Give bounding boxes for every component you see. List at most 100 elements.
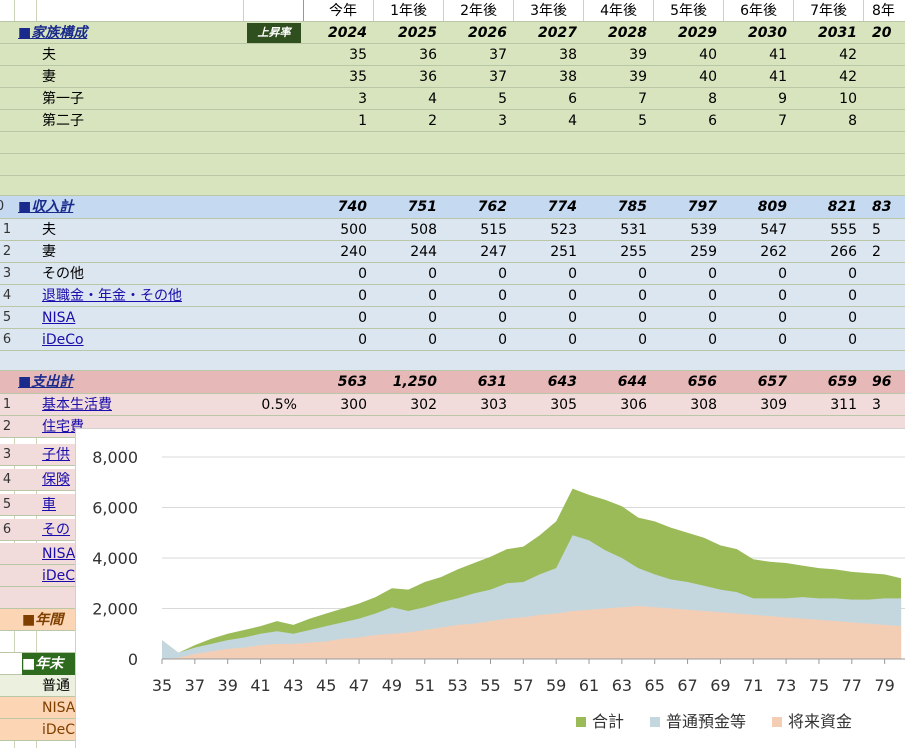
value-cell[interactable]: 0: [638, 266, 647, 282]
value-cell[interactable]: 0: [358, 288, 367, 304]
value-cell[interactable]: 0: [498, 288, 507, 304]
value-cell[interactable]: 41: [769, 47, 787, 63]
value-cell[interactable]: 302: [410, 397, 437, 413]
value-cell[interactable]: 3: [358, 91, 367, 107]
value-cell[interactable]: 555: [830, 222, 857, 238]
value-cell[interactable]: 311: [830, 397, 857, 413]
value-cell[interactable]: 0: [708, 288, 717, 304]
value-cell[interactable]: 0: [778, 288, 787, 304]
value-cell[interactable]: 38: [559, 47, 577, 63]
value-cell[interactable]: 0: [568, 310, 577, 326]
value-cell[interactable]: 0: [848, 288, 857, 304]
expense-item-link[interactable]: 基本生活費: [42, 397, 112, 413]
asset-area-chart[interactable]: 8,000 6,000 4,000 2,000 0 35 37 39 41 43 45 47 49 51 5…: [75, 428, 905, 748]
value-cell[interactable]: 547: [760, 222, 787, 238]
income-item-link[interactable]: NISA: [42, 310, 76, 326]
value-cell[interactable]: 42: [839, 69, 857, 85]
value-cell[interactable]: 0: [428, 266, 437, 282]
value-cell[interactable]: 3: [498, 113, 507, 129]
value-cell[interactable]: 0: [638, 332, 647, 348]
value-cell[interactable]: 0: [638, 310, 647, 326]
value-cell[interactable]: 0: [638, 288, 647, 304]
value-cell[interactable]: 500: [340, 222, 367, 238]
value-cell[interactable]: 6: [708, 113, 717, 129]
value-cell[interactable]: 240: [340, 244, 367, 260]
value-cell[interactable]: 259: [690, 244, 717, 260]
value-cell[interactable]: 0: [428, 332, 437, 348]
expense-item-link[interactable]: 子供: [42, 447, 70, 463]
expense-item-link[interactable]: 住宅費: [42, 419, 84, 435]
value-cell[interactable]: 0: [708, 310, 717, 326]
value-cell[interactable]: 2: [428, 113, 437, 129]
value-cell[interactable]: 35: [349, 69, 367, 85]
value-cell[interactable]: 8: [708, 91, 717, 107]
value-cell[interactable]: 8: [848, 113, 857, 129]
value-cell[interactable]: 2: [872, 244, 881, 260]
value-cell[interactable]: 247: [480, 244, 507, 260]
value-cell[interactable]: 4: [428, 91, 437, 107]
value-cell[interactable]: 0: [568, 332, 577, 348]
value-cell[interactable]: 523: [550, 222, 577, 238]
value-cell[interactable]: 0: [428, 288, 437, 304]
value-cell[interactable]: 7: [638, 91, 647, 107]
value-cell[interactable]: 39: [629, 69, 647, 85]
value-cell[interactable]: 308: [690, 397, 717, 413]
value-cell[interactable]: 255: [620, 244, 647, 260]
value-cell[interactable]: 7: [778, 113, 787, 129]
value-cell[interactable]: 37: [489, 69, 507, 85]
income-item-link[interactable]: iDeCo: [42, 332, 84, 348]
value-cell[interactable]: 10: [839, 91, 857, 107]
value-cell[interactable]: 0: [778, 266, 787, 282]
value-cell[interactable]: 305: [550, 397, 577, 413]
value-cell[interactable]: 0: [568, 266, 577, 282]
value-cell[interactable]: 244: [410, 244, 437, 260]
value-cell[interactable]: 251: [550, 244, 577, 260]
value-cell[interactable]: 5: [872, 222, 881, 238]
value-cell[interactable]: 0: [498, 310, 507, 326]
value-cell[interactable]: 0: [778, 332, 787, 348]
value-cell[interactable]: 1: [358, 113, 367, 129]
value-cell[interactable]: 539: [690, 222, 717, 238]
value-cell[interactable]: 40: [699, 69, 717, 85]
expense-item-link[interactable]: 車: [42, 497, 56, 513]
value-cell[interactable]: 0: [778, 310, 787, 326]
value-cell[interactable]: 306: [620, 397, 647, 413]
value-cell[interactable]: 37: [489, 47, 507, 63]
value-cell[interactable]: 0: [848, 310, 857, 326]
value-cell[interactable]: 36: [419, 47, 437, 63]
income-title[interactable]: ■収入計: [18, 199, 74, 215]
value-cell[interactable]: 5: [638, 113, 647, 129]
value-cell[interactable]: 0: [708, 266, 717, 282]
value-cell[interactable]: 4: [568, 113, 577, 129]
expense-item-link[interactable]: NISA: [42, 546, 76, 562]
value-cell[interactable]: 309: [760, 397, 787, 413]
value-cell[interactable]: 0: [358, 266, 367, 282]
value-cell[interactable]: 0: [498, 266, 507, 282]
value-cell[interactable]: 38: [559, 69, 577, 85]
value-cell[interactable]: 35: [349, 47, 367, 63]
value-cell[interactable]: 531: [620, 222, 647, 238]
income-item-link[interactable]: 退職金・年金・その他: [42, 288, 182, 304]
value-cell[interactable]: 36: [419, 69, 437, 85]
value-cell[interactable]: 0: [848, 332, 857, 348]
value-cell[interactable]: 0: [498, 332, 507, 348]
family-title[interactable]: ■家族構成: [18, 25, 88, 41]
value-cell[interactable]: 0: [428, 310, 437, 326]
expense-item-link[interactable]: その: [42, 522, 70, 538]
value-cell[interactable]: 0: [358, 310, 367, 326]
value-cell[interactable]: 41: [769, 69, 787, 85]
value-cell[interactable]: 508: [410, 222, 437, 238]
value-cell[interactable]: 266: [830, 244, 857, 260]
value-cell[interactable]: 0: [568, 288, 577, 304]
value-cell[interactable]: 5: [498, 91, 507, 107]
value-cell[interactable]: 0: [848, 266, 857, 282]
expense-item-link[interactable]: iDeC: [42, 568, 76, 584]
value-cell[interactable]: 9: [778, 91, 787, 107]
value-cell[interactable]: 40: [699, 47, 717, 63]
value-cell[interactable]: 303: [480, 397, 507, 413]
value-cell[interactable]: 300: [340, 397, 367, 413]
expense-title[interactable]: ■支出計: [18, 374, 74, 390]
value-cell[interactable]: 39: [629, 47, 647, 63]
value-cell[interactable]: 515: [480, 222, 507, 238]
value-cell[interactable]: 262: [760, 244, 787, 260]
